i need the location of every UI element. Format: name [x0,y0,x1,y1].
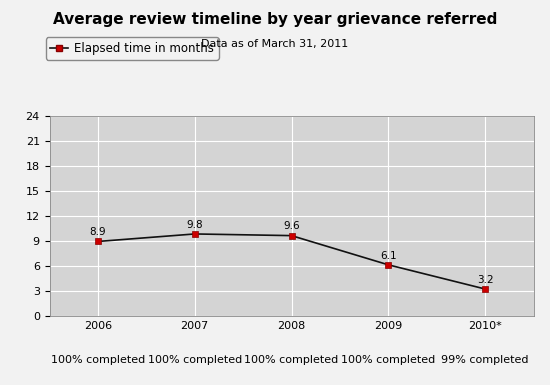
Legend: Elapsed time in months: Elapsed time in months [46,37,219,60]
Text: 6.1: 6.1 [380,251,397,261]
Text: 100% completed: 100% completed [341,355,436,365]
Text: Average review timeline by year grievance referred: Average review timeline by year grievanc… [53,12,497,27]
Text: 100% completed: 100% completed [244,355,339,365]
Text: 8.9: 8.9 [90,227,106,237]
Text: 3.2: 3.2 [477,275,493,285]
Text: Data as of March 31, 2011: Data as of March 31, 2011 [201,38,349,49]
Text: 100% completed: 100% completed [147,355,242,365]
Text: 9.6: 9.6 [283,221,300,231]
Text: 9.8: 9.8 [186,220,203,230]
Text: 99% completed: 99% completed [441,355,529,365]
Text: 100% completed: 100% completed [51,355,145,365]
